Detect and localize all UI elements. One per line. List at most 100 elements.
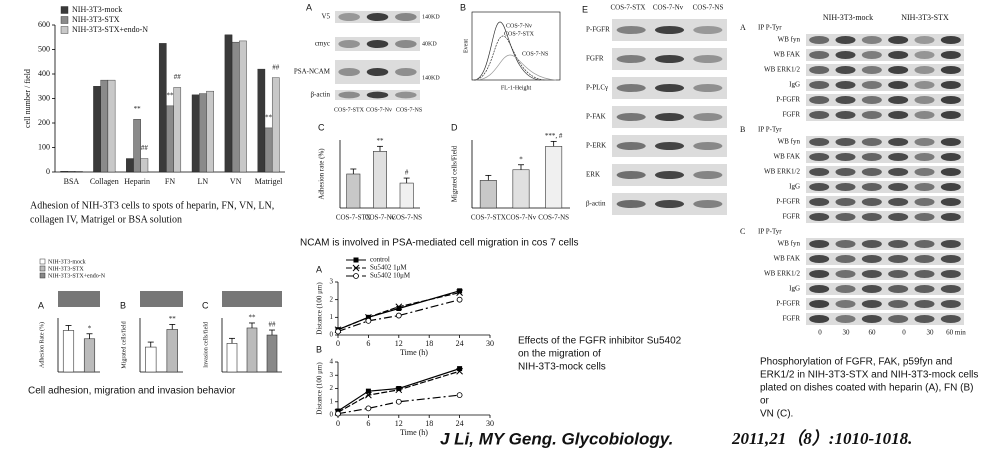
blot-band bbox=[914, 285, 935, 293]
blot-band bbox=[693, 142, 723, 150]
point bbox=[396, 386, 402, 391]
blot-band bbox=[693, 113, 723, 121]
row-label: β-actin bbox=[311, 91, 331, 99]
lane-label: COS-7-STX bbox=[334, 107, 365, 113]
point bbox=[457, 288, 463, 294]
blot-strip bbox=[806, 283, 964, 295]
row-label: WB ERK1/2 bbox=[764, 66, 800, 74]
bar bbox=[173, 87, 182, 173]
point bbox=[395, 303, 403, 311]
panel-letter: A bbox=[306, 2, 312, 12]
panel-letter: B bbox=[740, 125, 745, 134]
blot-band bbox=[616, 26, 646, 34]
y-tick-label: 3 bbox=[330, 371, 334, 379]
caption-line: Effects of the FGFR inhibitor Su5402 bbox=[518, 336, 682, 347]
x-tick-label: BSA bbox=[64, 177, 80, 186]
blot-strip bbox=[806, 298, 964, 310]
x-tick-label: VN bbox=[230, 177, 242, 186]
legend-label: NIH-3T3-STX+endo-N bbox=[48, 273, 106, 279]
blot-band bbox=[940, 51, 961, 59]
x-tick-label: 12 bbox=[395, 419, 403, 428]
micrograph bbox=[222, 291, 282, 307]
y-axis-label: Event bbox=[463, 39, 469, 53]
curve-label: COS-7-STX bbox=[504, 31, 535, 37]
x-tick-label: Heparin bbox=[124, 177, 150, 186]
blot-band bbox=[888, 138, 909, 146]
bar bbox=[399, 182, 414, 209]
blot-band bbox=[861, 153, 882, 161]
blot-band bbox=[940, 153, 961, 161]
y-axis-label: Adhesion rate (%) bbox=[318, 148, 326, 200]
size-label: 40KD bbox=[422, 41, 437, 47]
lane-label: COS-7-NS bbox=[693, 4, 724, 12]
blot-band bbox=[914, 111, 935, 119]
blot-band bbox=[809, 300, 830, 308]
legend-swatch bbox=[60, 26, 69, 34]
point bbox=[365, 405, 372, 412]
blot-strip bbox=[806, 238, 964, 250]
bar bbox=[100, 79, 109, 173]
blot-band bbox=[888, 315, 909, 323]
blot-band bbox=[809, 138, 830, 146]
blot-strip bbox=[806, 211, 964, 223]
blot-band bbox=[888, 153, 909, 161]
blot-band bbox=[861, 213, 882, 221]
blot-band bbox=[809, 168, 830, 176]
blot-strip bbox=[806, 181, 964, 193]
x-tick-label: 0 bbox=[336, 339, 340, 348]
blot-band bbox=[914, 270, 935, 278]
series-line bbox=[337, 394, 460, 415]
row-label: WB fyn bbox=[778, 36, 801, 44]
x-axis-label: FL-1-Height bbox=[501, 85, 532, 91]
blot-band bbox=[693, 171, 723, 179]
caption-line: NIH-3T3-mock cells bbox=[518, 362, 606, 373]
blot-band bbox=[809, 240, 830, 248]
row-label: WB ERK1/2 bbox=[764, 270, 800, 278]
panel-letter: E bbox=[582, 4, 588, 14]
blot-band bbox=[809, 96, 830, 104]
blot-band bbox=[693, 26, 723, 34]
legend-marker bbox=[353, 257, 359, 263]
bar bbox=[271, 77, 280, 173]
annotation: ** bbox=[377, 137, 385, 145]
x-tick-label: 18 bbox=[425, 339, 433, 348]
blot-band bbox=[888, 255, 909, 263]
blot-band bbox=[835, 168, 856, 176]
blot-band bbox=[654, 84, 685, 92]
x-tick-label: COS-7-NS bbox=[391, 214, 422, 222]
blot-band bbox=[366, 40, 389, 48]
blot-band bbox=[940, 81, 961, 89]
y-tick-label: 400 bbox=[38, 69, 50, 78]
blot-band bbox=[835, 300, 856, 308]
row-label: β-actin bbox=[586, 200, 606, 208]
blot-band bbox=[835, 255, 856, 263]
y-tick-label: 0 bbox=[46, 167, 50, 176]
bar bbox=[60, 171, 69, 173]
blot-band bbox=[835, 198, 856, 206]
blot-strip bbox=[806, 136, 964, 148]
row-label: P-FGFR bbox=[776, 300, 800, 308]
blot-strip bbox=[806, 196, 964, 208]
time-label: 60 min bbox=[946, 329, 966, 337]
blot-band bbox=[861, 138, 882, 146]
row-label: V5 bbox=[321, 13, 330, 21]
blot-band bbox=[338, 40, 360, 48]
annotation: ## bbox=[174, 73, 182, 81]
y-tick-label: 1 bbox=[330, 397, 334, 405]
panel-letter: A bbox=[316, 264, 322, 274]
blot-band bbox=[809, 285, 830, 293]
group-label: NIH-3T3-mock bbox=[823, 13, 873, 22]
caption-line: or bbox=[760, 396, 770, 407]
row-label: P-PLCγ bbox=[586, 84, 608, 92]
blot-band bbox=[861, 183, 882, 191]
bar bbox=[224, 34, 233, 173]
blot-band bbox=[888, 285, 909, 293]
blot-band bbox=[940, 255, 961, 263]
row-label: P-FGFR bbox=[586, 26, 610, 34]
blot-strip bbox=[806, 79, 964, 91]
point bbox=[365, 317, 372, 324]
point bbox=[335, 410, 341, 417]
y-tick-label: 2 bbox=[330, 295, 334, 303]
blot-band bbox=[888, 168, 909, 176]
